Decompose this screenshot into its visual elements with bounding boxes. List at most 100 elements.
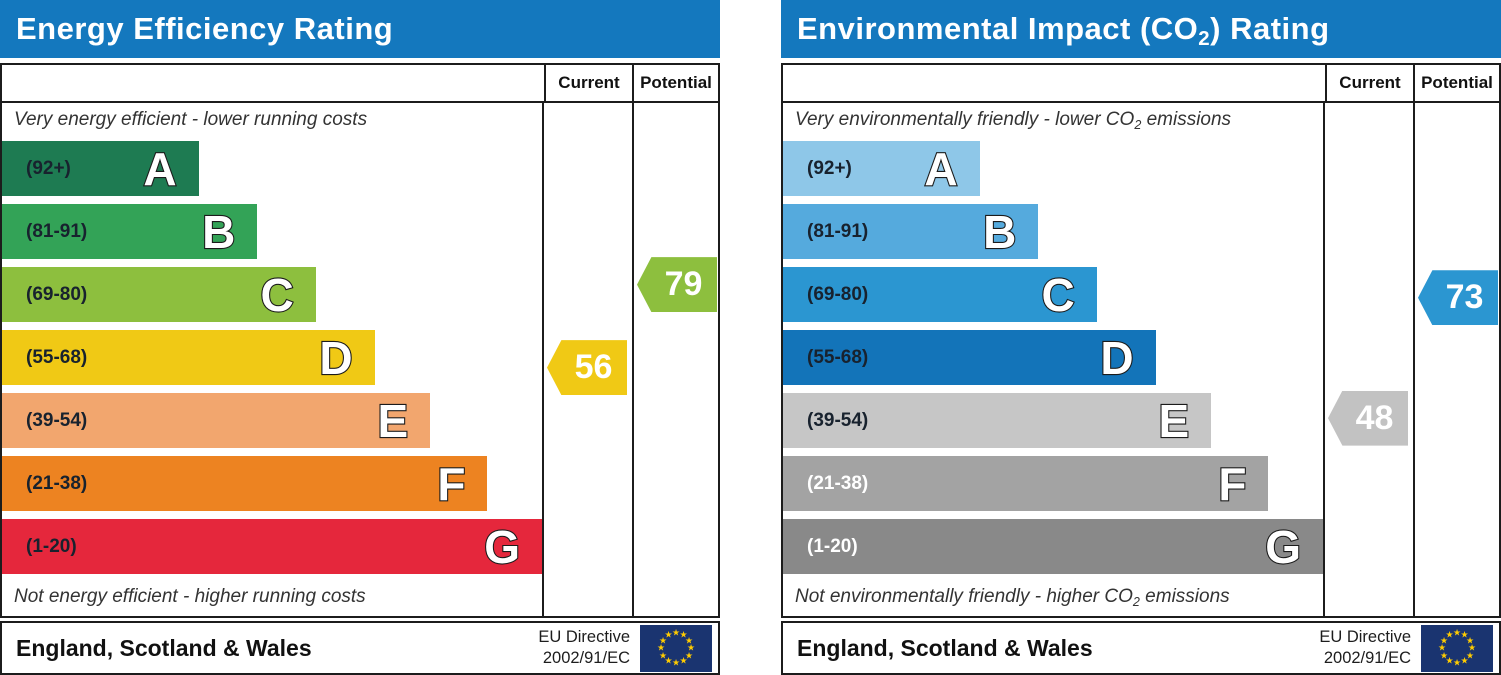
current-rating-value: 48	[1355, 398, 1394, 437]
eu-flag-icon: ★ ★ ★ ★ ★ ★ ★ ★ ★ ★ ★ ★	[1421, 624, 1493, 672]
rating-band-d: (55-68) D	[2, 330, 375, 385]
potential-value-column: 73	[1413, 103, 1499, 616]
rating-band-b: (81-91) B	[2, 204, 258, 259]
band-letter: E	[376, 394, 409, 447]
rating-band-row: (92+) A	[783, 137, 1323, 200]
eu-flag-star: ★	[1465, 650, 1475, 660]
band-letter: B	[982, 205, 1017, 258]
top-caption: Very environmentally friendly - lower CO…	[795, 109, 1232, 132]
rating-band-c: (69-80) C	[783, 267, 1097, 322]
eu-flag-star: ★	[1452, 657, 1462, 668]
top-caption: Very energy efficient - lower running co…	[14, 109, 368, 130]
band-range-label: (81-91)	[26, 220, 88, 242]
eu-flag-star: ★	[1445, 629, 1454, 640]
band-letter: E	[1157, 394, 1190, 447]
columns-header-spacer	[783, 65, 1325, 101]
band-letter: D	[318, 331, 353, 384]
band-range-label: (21-38)	[26, 472, 88, 494]
band-range-label: (81-91)	[807, 220, 869, 242]
band-range-label: (39-54)	[807, 409, 869, 431]
eu-flag-star: ★	[684, 635, 694, 645]
energy-efficiency-title-bar: Energy Efficiency Rating	[0, 0, 720, 58]
panel-title: Environmental Impact (CO2) Rating	[797, 11, 1330, 51]
rating-band-row: (39-54) E	[783, 389, 1323, 452]
band-range-label: (55-68)	[26, 346, 88, 368]
rating-band-f: (21-38) F	[2, 456, 488, 511]
band-letter: A	[142, 142, 177, 195]
rating-band-a: (92+) A	[2, 141, 199, 196]
band-letter: C	[259, 268, 294, 321]
band-range-label: (69-80)	[26, 283, 88, 305]
potential-rating-value: 79	[664, 265, 703, 304]
band-letter: A	[923, 142, 958, 195]
rating-band-row: (55-68) D	[783, 326, 1323, 389]
current-column-header: Current	[544, 65, 632, 101]
band-range-label: (92+)	[26, 157, 71, 179]
band-letter: G	[483, 520, 521, 573]
panel-footer: England, Scotland & Wales EU Directive 2…	[781, 621, 1501, 675]
current-rating-arrow: 48	[1328, 390, 1408, 446]
rating-bands-column: Very environmentally friendly - lower CO…	[783, 103, 1323, 616]
rating-band-row: (39-54) E	[2, 389, 542, 452]
current-column-header: Current	[1325, 65, 1413, 101]
eu-flag-star: ★	[1439, 635, 1449, 645]
rating-band-row: (69-80) C	[783, 263, 1323, 326]
band-letter: F	[436, 457, 466, 510]
band-letter: C	[1040, 268, 1075, 321]
band-range-label: (69-80)	[807, 283, 869, 305]
band-range-label: (39-54)	[26, 409, 88, 431]
eu-flag-star: ★	[679, 655, 688, 666]
current-value-column: 48	[1323, 103, 1413, 616]
potential-column-header: Potential	[1413, 65, 1499, 101]
potential-column-header: Potential	[632, 65, 718, 101]
rating-bands: (92+) A (81-91) B (69-80) C (55-68) D (39-54) E (2…	[2, 137, 542, 578]
bottom-caption: Not environmentally friendly - higher CO…	[795, 586, 1230, 609]
eu-flag-star: ★	[1439, 650, 1449, 660]
current-rating-value: 56	[574, 348, 613, 387]
eu-flag-star: ★	[1460, 655, 1469, 666]
rating-band-b: (81-91) B	[783, 204, 1039, 259]
band-range-label: (21-38)	[807, 472, 869, 494]
energy-efficiency-panel: Energy Efficiency Rating Current Potenti…	[0, 0, 720, 675]
rating-band-g: (1-20) G	[783, 519, 1323, 574]
eu-flag-star: ★	[664, 655, 673, 666]
rating-band-row: (1-20) G	[783, 515, 1323, 578]
region-label: England, Scotland & Wales	[797, 634, 1093, 661]
rating-band-f: (21-38) F	[783, 456, 1269, 511]
potential-rating-arrow: 79	[637, 257, 717, 313]
energy-efficiency-chart: Current Potential Very energy efficient …	[0, 63, 720, 618]
panel-footer: England, Scotland & Wales EU Directive 2…	[0, 621, 720, 675]
rating-band-row: (21-38) F	[783, 452, 1323, 515]
eu-flag-star: ★	[686, 642, 696, 653]
band-range-label: (92+)	[807, 157, 852, 179]
columns-header-spacer	[2, 65, 544, 101]
eu-flag-star: ★	[684, 650, 694, 660]
eu-flag-star: ★	[679, 629, 688, 640]
rating-band-d: (55-68) D	[783, 330, 1156, 385]
chart-body: Very energy efficient - lower running co…	[2, 103, 718, 616]
eu-directive-label: EU Directive 2002/91/EC	[1319, 628, 1411, 667]
eu-flag-star: ★	[1452, 627, 1462, 638]
band-letter: G	[1264, 520, 1302, 573]
columns-header: Current Potential	[783, 65, 1499, 103]
eu-flag-star: ★	[1437, 642, 1447, 653]
eu-flag-star: ★	[1465, 635, 1475, 645]
band-range-label: (1-20)	[26, 535, 77, 557]
eu-flag-star: ★	[1460, 629, 1469, 640]
band-letter: D	[1099, 331, 1134, 384]
band-letter: F	[1217, 457, 1247, 510]
rating-band-row: (21-38) F	[2, 452, 542, 515]
potential-rating-value: 73	[1445, 278, 1484, 317]
potential-rating-arrow: 73	[1418, 270, 1498, 326]
eu-flag-star: ★	[671, 627, 681, 638]
rating-band-e: (39-54) E	[2, 393, 431, 448]
rating-bands: (92+) A (81-91) B (69-80) C (55-68) D (39-54) E (2…	[783, 137, 1323, 578]
eu-flag-star: ★	[671, 657, 681, 668]
rating-band-c: (69-80) C	[2, 267, 316, 322]
chart-body: Very environmentally friendly - lower CO…	[783, 103, 1499, 616]
eu-flag-star: ★	[658, 635, 668, 645]
region-label: England, Scotland & Wales	[16, 634, 312, 661]
rating-band-e: (39-54) E	[783, 393, 1212, 448]
panel-title: Energy Efficiency Rating	[16, 11, 394, 46]
